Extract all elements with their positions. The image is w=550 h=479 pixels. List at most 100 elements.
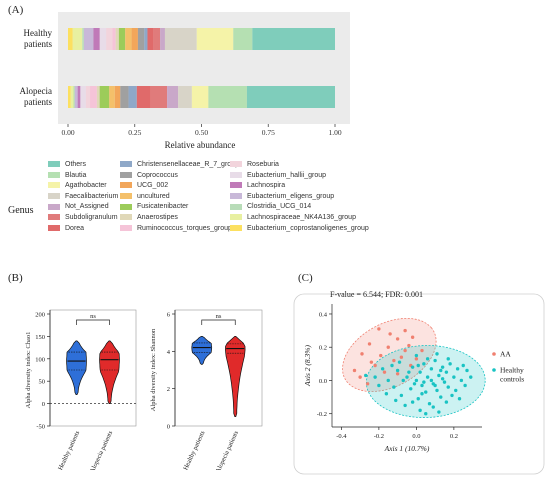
legend-swatch xyxy=(230,171,242,178)
data-point xyxy=(420,392,424,396)
stacked-bar-chart: Healthy patients Alopecia patients 0.00 0.25 0… xyxy=(20,12,350,137)
data-point xyxy=(399,393,404,398)
data-point xyxy=(446,385,450,389)
data-point xyxy=(418,408,422,413)
legend-item: Faecalibacterium xyxy=(48,192,118,201)
bar-segment xyxy=(68,86,71,108)
data-point xyxy=(429,367,434,371)
violin-body xyxy=(99,340,120,404)
violin-chart-chao1: -50 0 50 100 150 200 Alpha diversity index: Ch… xyxy=(25,309,137,470)
data-point xyxy=(433,383,437,388)
legend-item: Others xyxy=(48,160,86,169)
legend-swatch xyxy=(120,224,132,231)
y-tick-label: 0 xyxy=(42,401,45,408)
data-point xyxy=(412,382,417,386)
data-point xyxy=(395,337,400,341)
legend-label: Faecalibacterium xyxy=(65,192,119,200)
violin-chart-shannon: 0 2 4 6 Alpha diversity index: Shannon Health… xyxy=(150,309,263,470)
bar-segment xyxy=(136,86,151,108)
legend-label: Blautia xyxy=(65,171,87,179)
bar-segment xyxy=(160,28,165,50)
violin-body xyxy=(225,336,246,418)
data-point xyxy=(425,357,430,361)
legend-item: Ruminococcus_torques_group xyxy=(120,224,232,233)
bar-segment xyxy=(150,86,168,108)
violin-body xyxy=(66,340,87,395)
legend-swatch xyxy=(230,192,242,199)
y-tick-label: 0.0 xyxy=(319,378,327,385)
data-point xyxy=(455,367,460,371)
legend-swatch xyxy=(120,192,132,199)
legend-item: Agathobacter xyxy=(48,181,107,190)
data-point xyxy=(373,363,377,368)
data-point xyxy=(414,357,419,361)
plot-frame xyxy=(49,309,137,427)
bar-segment xyxy=(246,86,335,108)
x-tick-label: Healthy patients xyxy=(182,429,206,470)
bar-segment xyxy=(144,28,148,50)
bar-segment xyxy=(68,28,73,50)
data-point xyxy=(358,375,362,379)
data-point xyxy=(382,370,387,374)
y-tick-label: 150 xyxy=(35,334,45,341)
bar-segment xyxy=(82,28,84,50)
bar-segment xyxy=(118,28,126,50)
y-tick-label: 2 xyxy=(167,386,170,393)
y-tick-label: 6 xyxy=(167,312,171,319)
bar-segment xyxy=(208,86,247,108)
bar-segment xyxy=(114,86,121,108)
bar-segment xyxy=(196,28,234,50)
data-point xyxy=(465,368,469,373)
bar-segment xyxy=(125,28,132,50)
data-point xyxy=(452,375,456,379)
bar-segment xyxy=(99,86,110,108)
data-point xyxy=(450,393,454,398)
data-point xyxy=(364,373,368,378)
data-point xyxy=(380,367,385,371)
legend-item: Lachnospira xyxy=(230,181,285,190)
x-tick-label: 0.75 xyxy=(262,128,275,137)
data-point xyxy=(437,373,441,378)
y-tick-label: 4 xyxy=(167,349,171,356)
data-point xyxy=(377,383,381,388)
legend-swatch xyxy=(48,203,60,210)
bar-segment xyxy=(233,28,253,50)
bar-segment xyxy=(90,86,97,108)
bar-segment xyxy=(83,28,94,50)
data-point xyxy=(459,378,464,383)
bar-segment xyxy=(109,86,115,108)
legend-item: Eubacterium_coprostanoligenes_group xyxy=(230,224,369,233)
data-point xyxy=(437,410,441,414)
bar-segment xyxy=(191,86,209,108)
data-point xyxy=(439,395,443,399)
bar-segment xyxy=(72,28,83,50)
legend-item: Eubacterium_eligens_group xyxy=(230,192,334,201)
legend-label: Lachnospira xyxy=(247,182,286,190)
data-point xyxy=(454,388,458,393)
legend-label: Anaerostipes xyxy=(137,214,178,221)
data-point xyxy=(420,383,424,388)
data-point xyxy=(397,360,402,364)
legend-label: Others xyxy=(65,161,87,168)
bar-segment xyxy=(153,28,161,50)
data-point xyxy=(427,402,432,406)
data-point xyxy=(440,365,445,369)
bar-segment xyxy=(106,28,113,50)
significance-bracket xyxy=(76,319,110,325)
data-point xyxy=(469,375,473,379)
legend-item: Eubacterium_hallii_group xyxy=(230,171,326,180)
y-tick-label: 0.4 xyxy=(319,311,328,318)
bar-segment xyxy=(80,86,86,108)
legend-label: Not_Assigned xyxy=(65,203,109,211)
legend-swatch xyxy=(120,182,132,189)
bar-segment xyxy=(164,28,197,50)
legend-swatch xyxy=(230,203,242,210)
plot-frame xyxy=(174,309,263,427)
data-point xyxy=(386,345,390,349)
data-point xyxy=(424,412,428,416)
violin-body xyxy=(191,336,213,365)
legend-item: UCG_002 xyxy=(120,181,168,190)
data-point xyxy=(431,405,435,409)
x-tick-label: 0.25 xyxy=(128,128,141,137)
data-point xyxy=(384,392,389,396)
